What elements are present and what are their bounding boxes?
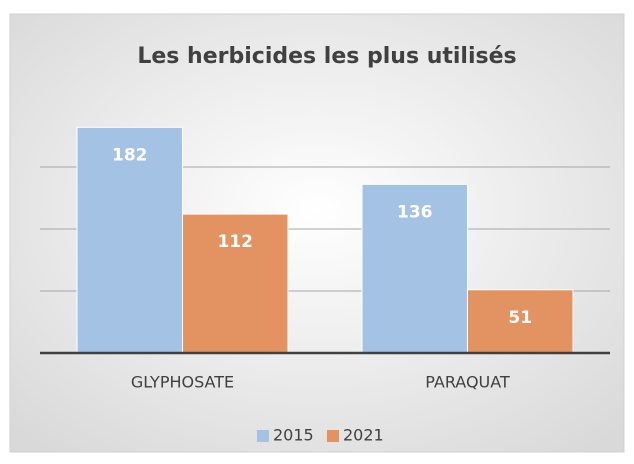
- legend-swatch: [327, 430, 339, 442]
- legend-label: 2021: [343, 426, 384, 445]
- chart-title: Les herbicides les plus utilisés: [137, 44, 516, 69]
- x-tick-label: GLYPHOSATE: [131, 373, 234, 392]
- legend-swatch: [257, 430, 269, 442]
- data-label: 51: [508, 308, 532, 328]
- x-tick-label: PARAQUAT: [425, 373, 510, 392]
- data-label: 112: [218, 232, 254, 252]
- data-label: 182: [112, 145, 148, 165]
- bar: [182, 213, 289, 354]
- bar: [467, 289, 574, 354]
- bar: [361, 183, 468, 354]
- data-label: 136: [397, 202, 433, 222]
- legend-label: 2015: [273, 426, 314, 445]
